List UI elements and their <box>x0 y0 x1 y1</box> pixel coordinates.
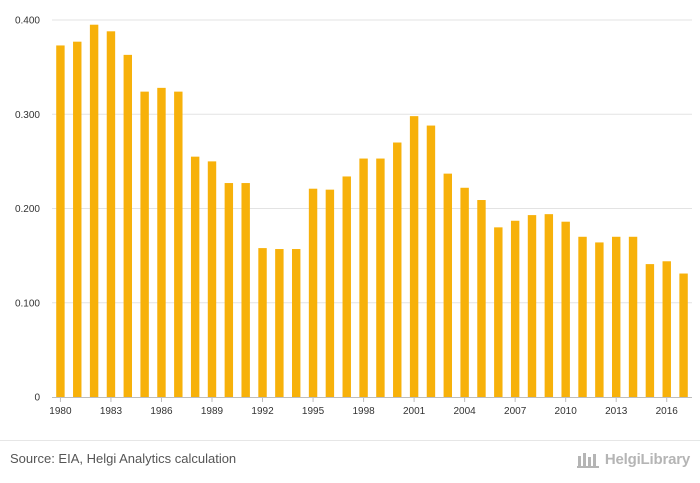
bar-2002 <box>426 125 436 397</box>
bar-1984 <box>123 54 132 398</box>
bar-2017 <box>679 273 688 397</box>
bar-1981 <box>73 41 82 398</box>
brand-name: HelgiLibrary <box>604 450 690 468</box>
bar-1983 <box>106 31 116 398</box>
bar-2007 <box>510 220 520 397</box>
x-tick-label: 2016 <box>656 406 679 417</box>
bar-1997 <box>342 176 351 397</box>
helgi-library-logo[interactable]: HelgiLibrary <box>576 450 690 468</box>
x-tick-label: 1986 <box>150 406 173 417</box>
y-tick-label: 0.300 <box>15 110 40 121</box>
x-tick-label: 1980 <box>49 406 72 417</box>
x-tick-label: 1983 <box>100 406 123 417</box>
x-tick-label: 2007 <box>504 406 527 417</box>
bar-2011 <box>578 236 587 397</box>
bar-1996 <box>325 189 335 397</box>
bar-chart: 0 0.100 0.200 0.300 0.400 1980 1983 1986 1989 199… <box>15 16 692 417</box>
x-tick-label: 1998 <box>352 406 375 417</box>
x-tick-label: 2013 <box>605 406 628 417</box>
bar-1985 <box>140 91 149 397</box>
y-tick-label: 0.400 <box>15 16 40 27</box>
bar-1991 <box>241 183 250 397</box>
x-tick-label: 1992 <box>251 406 274 417</box>
source-note: Source: EIA, Helgi Analytics calculation <box>10 451 237 466</box>
x-tick-label: 2001 <box>403 406 426 417</box>
bar-2004 <box>460 187 469 397</box>
bar-1993 <box>275 249 284 397</box>
bar-2012 <box>595 242 604 397</box>
bar-2010 <box>561 221 570 397</box>
bar-2001 <box>409 116 419 397</box>
bar-1989 <box>207 161 217 398</box>
bar-1999 <box>376 158 385 397</box>
bar-2003 <box>443 173 452 397</box>
bar-2016 <box>662 261 671 397</box>
bar-1994 <box>292 249 301 397</box>
bar-1998 <box>359 158 368 397</box>
y-tick-label: 0.100 <box>15 298 40 309</box>
bar-1990 <box>224 183 234 397</box>
bar-2008 <box>527 215 537 397</box>
bar-2000 <box>393 142 402 397</box>
x-tick-label: 2010 <box>555 406 578 417</box>
y-tick-label: 0 <box>34 393 40 404</box>
bar-1995 <box>308 188 318 397</box>
bar-2005 <box>477 200 486 397</box>
bar-2014 <box>628 236 638 397</box>
bar-1992 <box>258 248 267 397</box>
bar-1980 <box>56 45 65 397</box>
y-tick-label: 0.200 <box>15 204 40 215</box>
bar-2015 <box>645 264 655 397</box>
bar-2009 <box>544 214 554 397</box>
bar-1987 <box>174 91 183 397</box>
bar-1982 <box>89 24 99 398</box>
bar-1986 <box>157 87 166 398</box>
bar-2006 <box>494 227 503 397</box>
library-icon <box>576 453 599 468</box>
footer-divider <box>0 440 700 441</box>
x-tick-label: 2004 <box>454 406 477 417</box>
bar-2013 <box>612 236 621 397</box>
bar-1988 <box>190 156 200 397</box>
x-tick-label: 1989 <box>201 406 224 417</box>
x-tick-label: 1995 <box>302 406 325 417</box>
